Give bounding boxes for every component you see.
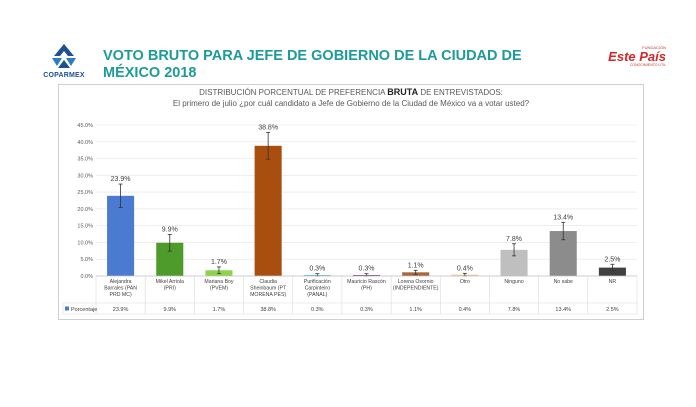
table-value: 2.5%	[606, 307, 619, 313]
category-label: (PANAL)	[307, 292, 327, 298]
y-tick-label: 5.0%	[80, 257, 93, 263]
table-value: 23.9%	[113, 307, 129, 313]
table-value: 38.8%	[260, 307, 276, 313]
table-value: 7.8%	[508, 307, 521, 313]
data-label: 2.5%	[604, 256, 620, 263]
category-label: Sheinbaum (PT	[250, 286, 287, 292]
bar	[598, 267, 626, 276]
y-tick-label: 40.0%	[77, 140, 93, 146]
category-label: Ninguno	[504, 279, 523, 285]
y-tick-label: 0.0%	[80, 274, 93, 280]
chart-panel: DISTRIBUCIÓN PORCENTUAL DE PREFERENCIA B…	[58, 84, 644, 320]
y-tick-label: 10.0%	[77, 240, 93, 246]
category-label: (PVEM)	[210, 286, 228, 292]
legend-swatch	[65, 306, 69, 311]
category-label: Carpinteiro	[305, 286, 330, 292]
coparmex-logo: COPARMEX	[40, 42, 88, 82]
chart-title-post: DE ENTREVISTADOS:	[418, 88, 503, 97]
data-label: 38.8%	[258, 124, 278, 131]
category-label: Mauricio Rascón	[347, 279, 386, 285]
table-value: 0.3%	[311, 307, 324, 313]
category-label: MORENA PES)	[250, 292, 286, 298]
este-pais-logo-text: Este País	[608, 49, 666, 64]
coparmex-emblem-icon	[52, 44, 76, 68]
table-value: 9.9%	[163, 307, 176, 313]
y-tick-label: 30.0%	[77, 173, 93, 179]
chart-title-bold: BRUTA	[387, 87, 419, 97]
report-header: COPARMEX VOTO BRUTO PARA JEFE DE GOBIERN…	[0, 0, 696, 82]
table-value: 0.3%	[360, 307, 373, 313]
y-tick-label: 15.0%	[77, 224, 93, 230]
data-label: 0.3%	[359, 266, 375, 273]
data-label: 0.4%	[457, 265, 473, 272]
category-label: Mariana Boy	[204, 279, 234, 285]
category-label: Purificación	[304, 279, 331, 285]
table-value: 1.1%	[409, 307, 422, 313]
chart-subtitle: El primero de julio ¿por cuál candidato …	[172, 99, 530, 108]
bar	[107, 195, 135, 276]
coparmex-logo-text: COPARMEX	[43, 72, 85, 79]
page-title: VOTO BRUTO PARA JEFE DE GOBIERNO DE LA C…	[103, 48, 522, 81]
category-label: Alejandra	[110, 279, 132, 285]
data-label: 1.7%	[211, 259, 227, 266]
y-tick-label: 25.0%	[77, 190, 93, 196]
data-label: 13.4%	[553, 214, 573, 221]
chart-title: DISTRIBUCIÓN PORCENTUAL DE PREFERENCIA B…	[59, 87, 643, 109]
category-label: (PH)	[361, 286, 372, 292]
este-pais-logo-sub: CONOCIMIENTO ÚTIL	[629, 63, 666, 67]
category-label: PRD MC)	[109, 292, 131, 298]
bar-chart: 0.0% 5.0% 10.0% 15.0% 20.0% 25.0% 30.0% 35.0% 40…	[62, 123, 638, 315]
data-label: 1.1%	[408, 262, 424, 269]
category-label: No sabe	[554, 279, 573, 285]
category-label: Mikel Arriola	[156, 279, 184, 285]
category-label: Claudia	[259, 279, 277, 285]
bar	[254, 145, 282, 276]
table-value: 1.7%	[213, 307, 226, 313]
data-label: 23.9%	[111, 176, 131, 183]
category-label: (INDEPENDIENTE)	[393, 286, 439, 292]
este-pais-logo: FUNDACIÓN Este País CONOCIMIENTO ÚTIL	[596, 45, 666, 75]
este-pais-logo-tag: FUNDACIÓN	[642, 45, 666, 50]
table-value: 13.4%	[555, 307, 571, 313]
category-label: (PRI)	[164, 286, 176, 292]
category-label: NR	[609, 279, 617, 285]
legend-label: Porcentaje	[71, 307, 97, 313]
data-label: 9.9%	[162, 226, 178, 233]
data-label: 7.8%	[506, 236, 522, 243]
category-label: Lorena Osornio	[398, 279, 434, 285]
data-label: 0.3%	[309, 266, 325, 273]
category-label: Otro	[460, 279, 470, 285]
y-tick-label: 45.0%	[77, 123, 93, 129]
y-tick-label: 35.0%	[77, 157, 93, 163]
chart-title-pre: DISTRIBUCIÓN PORCENTUAL DE PREFERENCIA	[199, 88, 388, 97]
table-value: 0.4%	[459, 307, 472, 313]
y-tick-label: 20.0%	[77, 207, 93, 213]
category-label: Barrales (PAN	[104, 286, 137, 292]
